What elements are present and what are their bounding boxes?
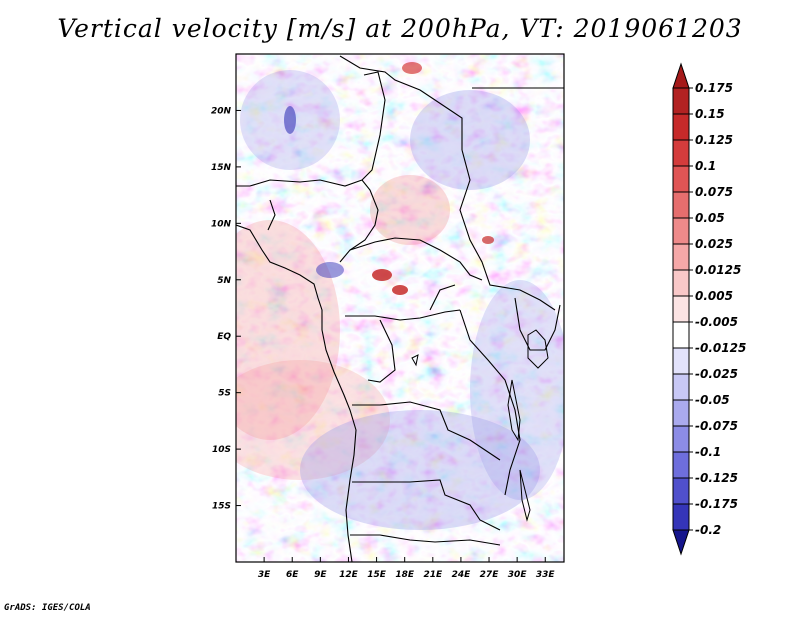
colorbar-swatch — [672, 191, 690, 219]
colorbar-label: -0.05 — [695, 393, 730, 407]
colorbar-label: 0.15 — [695, 107, 725, 121]
lon-tick-label: 3E — [258, 570, 271, 580]
colorbar-swatch — [672, 451, 690, 479]
colorbar-bottom-arrow — [672, 529, 690, 556]
colorbar-label: 0.005 — [695, 289, 733, 303]
colorbar-label: 0.125 — [695, 133, 733, 147]
colorbar-label: 0.175 — [695, 81, 733, 95]
lon-tick-label: 9E — [314, 570, 327, 580]
colorbar-label: -0.175 — [695, 497, 738, 511]
colorbar-label: 0.1 — [695, 159, 716, 173]
lakes — [411, 329, 549, 522]
lon-tick-label: 18E — [395, 570, 415, 580]
colorbar-swatch — [672, 87, 690, 115]
colorbar-label: 0.0125 — [695, 263, 741, 277]
colorbar-label: -0.025 — [695, 367, 738, 381]
colorbar-swatch — [672, 477, 690, 505]
lat-tick-label: 10N — [211, 219, 232, 229]
colorbar-label: -0.005 — [695, 315, 738, 329]
longitude-ticks: 3E 6E 9E 12E 15E 18E 21E 24E 27E 30E 33E — [258, 557, 556, 580]
lat-tick-label: 20N — [211, 106, 232, 116]
lat-tick-label: EQ — [217, 332, 231, 342]
colorbar-label: -0.125 — [695, 471, 738, 485]
colorbar: 0.175 0.15 0.125 0.1 0.075 0.05 0.025 0.0125 0.0… — [672, 62, 746, 556]
lat-tick-label: 15S — [212, 502, 231, 512]
lon-tick-label: 21E — [423, 570, 443, 580]
colorbar-swatch — [672, 347, 690, 375]
lon-tick-label: 27E — [480, 570, 500, 580]
colorbar-swatch — [672, 139, 690, 167]
colorbar-swatch — [672, 425, 690, 453]
lon-tick-label: 12E — [339, 570, 359, 580]
colorbar-swatch — [672, 165, 690, 193]
colorbar-swatch — [672, 503, 690, 531]
colorbar-label: -0.075 — [695, 419, 738, 433]
colorbar-swatch — [672, 243, 690, 271]
map-frame — [235, 53, 565, 563]
lat-tick-label: 5S — [218, 389, 231, 399]
colorbar-swatch — [672, 321, 690, 349]
lat-tick-label: 15N — [211, 163, 232, 173]
lat-tick-label: 5N — [217, 276, 231, 286]
colorbar-swatch — [672, 295, 690, 323]
lon-tick-label: 15E — [367, 570, 387, 580]
colorbar-label: -0.1 — [695, 445, 721, 459]
colorbar-swatch — [672, 269, 690, 297]
colorbar-label: -0.0125 — [695, 341, 746, 355]
lat-tick-label: 10S — [212, 445, 231, 455]
lon-tick-label: 24E — [452, 570, 472, 580]
colorbar-swatch — [672, 113, 690, 141]
colorbar-label: 0.025 — [695, 237, 733, 251]
colorbar-swatch — [672, 217, 690, 245]
colorbar-swatch — [672, 373, 690, 401]
colorbar-top-arrow — [672, 62, 690, 89]
velocity-field — [236, 54, 564, 562]
lon-tick-label: 6E — [286, 570, 299, 580]
colorbar-label: -0.2 — [695, 523, 721, 537]
colorbar-swatch — [672, 399, 690, 427]
latitude-ticks: 20N 15N 10N 5N EQ 5S 10S 15S — [211, 106, 241, 512]
grads-credit: GrADS: IGES/COLA — [4, 603, 91, 613]
map-title: Vertical velocity [m/s] at 200hPa, VT: 2… — [57, 14, 743, 43]
country-borders — [236, 55, 564, 562]
colorbar-label: 0.075 — [695, 185, 733, 199]
lon-tick-label: 30E — [508, 570, 528, 580]
lon-tick-label: 33E — [536, 570, 556, 580]
colorbar-label: 0.05 — [695, 211, 725, 225]
